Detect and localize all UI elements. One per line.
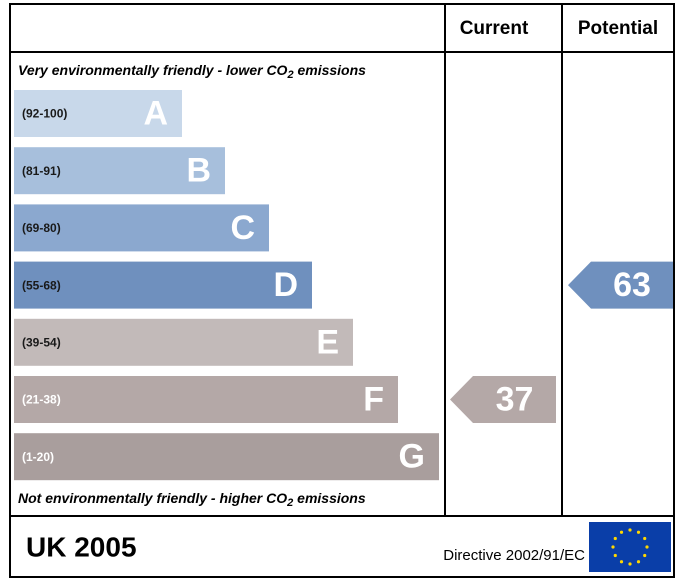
star: [613, 536, 617, 541]
band-range: (92-100): [22, 107, 67, 121]
star: [643, 536, 647, 541]
star: [619, 560, 624, 564]
band: [14, 261, 312, 309]
band: [14, 318, 353, 366]
current-arrow: [450, 376, 556, 423]
band: [14, 90, 182, 137]
band-range: (21-38): [22, 393, 61, 407]
band-range: (81-91): [22, 164, 61, 178]
band-range: (55-68): [22, 278, 61, 292]
star: [619, 530, 624, 534]
band: [14, 376, 398, 423]
star: [643, 553, 647, 558]
star: [645, 545, 649, 549]
eu-flag: [589, 522, 671, 572]
current-value: 37: [496, 380, 534, 418]
country: UK 2005: [26, 531, 137, 562]
star: [636, 560, 641, 564]
band-letter: E: [316, 323, 339, 361]
star: [628, 562, 632, 566]
band-letter: D: [273, 266, 298, 304]
potential-arrow: [568, 261, 673, 309]
potential-header: Potential: [578, 18, 658, 39]
star: [636, 530, 641, 534]
band-letter: C: [230, 209, 255, 247]
band-letter: G: [399, 438, 425, 476]
band-range: (69-80): [22, 221, 61, 235]
band: [14, 147, 225, 195]
band-range: (1-20): [22, 450, 54, 464]
band-letter: F: [363, 380, 384, 418]
star: [613, 553, 617, 558]
current-header: Current: [460, 18, 529, 39]
band-letter: B: [186, 152, 211, 190]
band-letter: A: [143, 94, 168, 132]
star: [628, 528, 632, 532]
top-note: Very environmentally friendly - lower CO…: [18, 62, 366, 81]
bottom-note: Not environmentally friendly - higher CO…: [18, 490, 366, 509]
directive: Directive 2002/91/EC: [443, 547, 585, 564]
band: [14, 204, 269, 252]
band-range: (39-54): [22, 335, 61, 349]
star: [611, 545, 615, 549]
band: [14, 433, 439, 481]
potential-value: 63: [613, 266, 651, 304]
